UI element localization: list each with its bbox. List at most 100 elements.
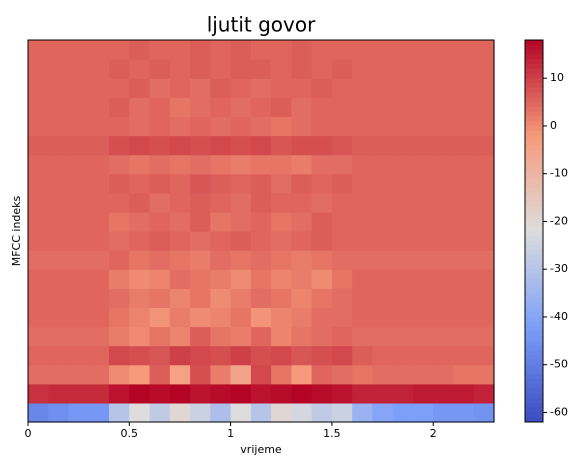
heatmap-cell (271, 345, 292, 366)
heatmap-cell (230, 231, 252, 251)
colorbar-segment (525, 59, 543, 65)
heatmap-cell (331, 154, 353, 175)
heatmap-cell (250, 307, 272, 328)
heatmap-cell (271, 135, 292, 156)
heatmap-cell (68, 192, 90, 213)
heatmap-cell (88, 326, 110, 347)
heatmap-cell (412, 402, 434, 423)
heatmap-cell (291, 78, 313, 98)
heatmap-cell (453, 250, 475, 270)
heatmap-cell (230, 78, 252, 98)
heatmap-cell (230, 97, 252, 117)
heatmap-cell (169, 250, 191, 270)
heatmap-cell (230, 40, 252, 60)
heatmap-cell (311, 173, 333, 194)
colorbar-segment (525, 82, 543, 89)
colorbar-segment (525, 307, 543, 313)
heatmap-cell (291, 402, 313, 423)
heatmap-cell (311, 116, 333, 137)
heatmap-cell (149, 402, 171, 423)
heatmap-cell (230, 402, 252, 423)
heatmap-cell (473, 288, 495, 308)
heatmap-cell (473, 78, 495, 98)
heatmap-cell (331, 59, 353, 79)
x-tick-label: 1 (227, 427, 234, 440)
heatmap-cell (28, 211, 49, 232)
colorbar-segment (525, 412, 543, 418)
heatmap-cell (392, 192, 414, 213)
heatmap-cell (473, 383, 495, 404)
heatmap-cell (129, 211, 151, 232)
heatmap-cell (68, 383, 90, 404)
heatmap-cell (129, 345, 151, 366)
y-axis-label: MFCC indeks (10, 195, 23, 266)
heatmap-cell (210, 345, 232, 366)
heatmap-cell (311, 307, 333, 328)
heatmap-cell (88, 211, 110, 232)
heatmap-cell (190, 269, 211, 289)
heatmap-cell (352, 116, 374, 137)
x-tick-label: 0 (25, 427, 32, 440)
heatmap-cell (149, 211, 171, 232)
heatmap-cell (271, 364, 292, 385)
heatmap-cell (28, 269, 49, 289)
heatmap-cell (68, 59, 90, 79)
heatmap-cell (190, 364, 211, 385)
heatmap-cell (392, 40, 414, 60)
heatmap-cell (271, 192, 292, 213)
heatmap-cell (271, 288, 292, 308)
colorbar-segment (525, 383, 543, 390)
heatmap-cell (433, 288, 455, 308)
colorbar-segment (525, 245, 543, 251)
colorbar-segment (525, 154, 543, 160)
heatmap-cell (352, 211, 374, 232)
colorbar-segment (525, 369, 543, 375)
heatmap-cell (412, 269, 434, 289)
heatmap-cell (230, 307, 252, 328)
heatmap-cell (311, 78, 333, 98)
heatmap-cell (453, 97, 475, 117)
heatmap-cell (68, 173, 90, 194)
heatmap-cell (129, 173, 151, 194)
colorbar-segment (525, 106, 543, 113)
heatmap-cell (129, 231, 151, 251)
heatmap-cell (250, 211, 272, 232)
heatmap-cell (190, 326, 211, 347)
colorbar-segment (525, 340, 543, 347)
heatmap-cell (129, 383, 151, 404)
heatmap-cell (453, 345, 475, 366)
colorbar-segment (525, 159, 543, 165)
heatmap-cell (48, 326, 70, 347)
heatmap-cell (372, 173, 394, 194)
heatmap-cell (48, 383, 70, 404)
colorbar-segment (525, 87, 543, 94)
heatmap-cell (271, 116, 292, 137)
colorbar-segment (525, 259, 543, 265)
heatmap-cell (352, 192, 374, 213)
heatmap-cell (48, 211, 70, 232)
heatmap-cell (433, 231, 455, 251)
heatmap-cell (352, 250, 374, 270)
heatmap-cell (129, 40, 151, 60)
heatmap-cell (331, 78, 353, 98)
heatmap-cell (149, 250, 171, 270)
heatmap-cell (412, 364, 434, 385)
colorbar-segment (525, 116, 543, 122)
heatmap-cell (453, 192, 475, 213)
heatmap-cell (210, 211, 232, 232)
heatmap-cell (190, 383, 211, 404)
heatmap-cell (311, 364, 333, 385)
heatmap-cell (88, 40, 110, 60)
heatmap-cell (28, 192, 49, 213)
heatmap-cell (311, 288, 333, 308)
heatmap-cell (250, 192, 272, 213)
heatmap-cell (291, 97, 313, 117)
heatmap-cell (28, 231, 49, 251)
heatmap-cell (169, 97, 191, 117)
heatmap-cell (311, 250, 333, 270)
colorbar-segment (525, 54, 543, 60)
heatmap-cell (311, 135, 333, 156)
heatmap-cell (68, 402, 90, 423)
heatmap-cell (250, 116, 272, 137)
heatmap-cell (473, 402, 495, 423)
